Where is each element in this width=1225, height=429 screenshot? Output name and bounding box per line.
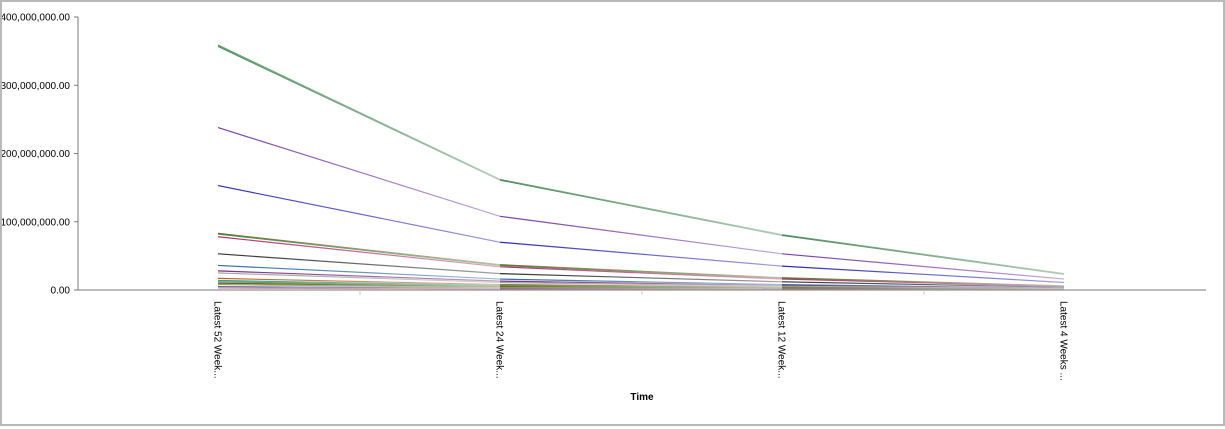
y-tick-label: 100,000,000.00 [2,217,70,228]
series-line [218,46,1064,274]
series-segment [500,216,782,254]
x-tick-label: Latest 12 Week... [776,301,787,379]
series-segment [500,265,782,278]
y-tick-label: 300,000,000.00 [2,81,70,92]
x-axis-ticks: Latest 52 Week... Latest 24 Week... Latest… [212,290,1069,381]
series-segment [218,46,500,180]
x-tick-label: Latest 24 Week... [494,301,505,379]
y-axis-ticks: 0.00 100,000,000.00 200,000,000.00 300,000,… [2,13,78,297]
series-line [218,237,1064,287]
series-segment [218,186,500,243]
x-tick-label: Latest 52 Week... [212,301,223,379]
series-segment [500,179,782,234]
series-segment [218,233,500,264]
x-axis-title: Time [630,392,654,403]
y-tick-label: 200,000,000.00 [2,149,70,160]
series-segment [500,265,782,278]
series-segment [218,237,500,267]
series-layer [218,45,1064,290]
series-segment [782,254,1064,279]
y-tick-label: 0.00 [51,286,71,297]
y-tick-label: 400,000,000.00 [2,13,70,24]
series-segment [218,128,500,217]
series-line [218,45,1064,274]
series-segment [500,242,782,266]
series-segment [218,234,500,265]
series-segment [782,235,1064,274]
series-line [218,234,1064,286]
series-segment [218,254,500,274]
x-tick-label: Latest 4 Weeks ... [1058,301,1069,381]
series-segment [218,45,500,179]
series-segment [500,180,782,235]
